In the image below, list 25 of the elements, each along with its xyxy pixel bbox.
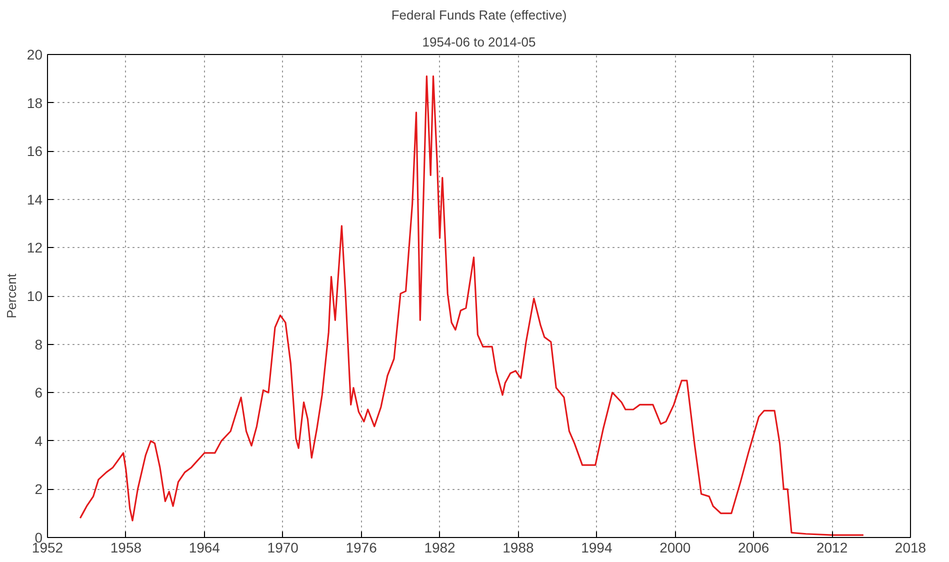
- x-tick-label: 1994: [581, 540, 612, 556]
- y-tick-label: 2: [34, 481, 43, 498]
- line-series: [79, 75, 864, 536]
- x-tick-label: 2018: [894, 540, 926, 556]
- y-tick-label: 18: [26, 94, 43, 111]
- x-tick-label: 1988: [502, 540, 534, 556]
- chart-title: Federal Funds Rate (effective): [391, 8, 567, 22]
- y-tick-label: 10: [26, 288, 43, 304]
- x-tick-label: 2000: [660, 540, 691, 556]
- y-tick-label: 4: [34, 432, 43, 449]
- y-tick-label: 6: [34, 384, 43, 401]
- x-tick-label: 2012: [816, 540, 848, 556]
- x-tick-label: 1976: [346, 540, 378, 556]
- y-tick-label: 14: [26, 191, 43, 208]
- y-tick-label: 12: [26, 240, 43, 256]
- x-tick-label: 1964: [188, 540, 220, 556]
- y-tick-label: 8: [34, 336, 43, 352]
- x-tick-label: 1970: [267, 540, 299, 556]
- chart-subtitle: 1954-06 to 2014-05: [422, 34, 536, 50]
- x-tick-label: 1958: [110, 540, 142, 556]
- x-tick-label: 1982: [424, 540, 456, 556]
- y-tick-label: 16: [26, 143, 43, 160]
- y-axis-title: Percent: [4, 273, 19, 318]
- y-tick-label: 20: [26, 46, 43, 62]
- x-tick-label: 2006: [738, 540, 770, 556]
